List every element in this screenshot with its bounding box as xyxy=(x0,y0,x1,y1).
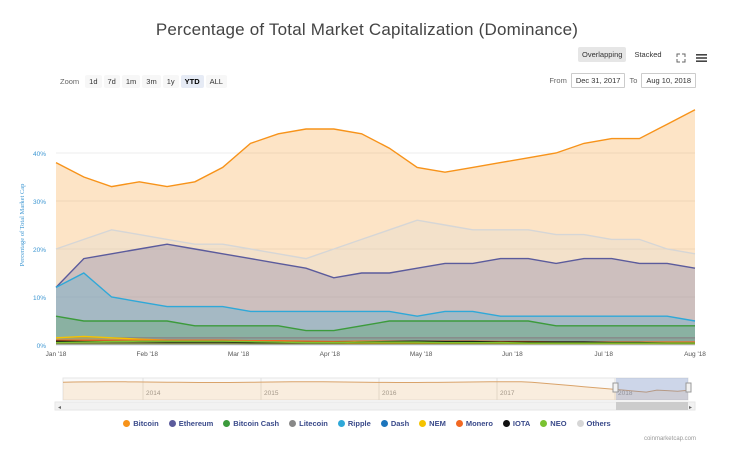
y-tick-label: 20% xyxy=(33,247,46,254)
legend-label: Monero xyxy=(465,419,493,428)
legend-item-litecoin[interactable]: Litecoin xyxy=(289,419,328,428)
legend-label: IOTA xyxy=(512,419,531,428)
x-tick-label: Jul '18 xyxy=(594,351,613,358)
credit-text: coinmarketcap.com xyxy=(643,436,696,442)
legend-label: Dash xyxy=(390,419,410,428)
chart-legend: Bitcoin Ethereum Bitcoin Cash Litecoin Rippl… xyxy=(0,419,734,428)
x-tick-label: Apr '18 xyxy=(320,351,341,358)
area-bitcoin xyxy=(56,109,695,345)
legend-item-monero[interactable]: Monero xyxy=(455,419,493,428)
navigator-handle-right xyxy=(685,382,692,393)
legend-label: Litecoin xyxy=(299,419,328,428)
to-date-input[interactable]: Aug 10, 2018 xyxy=(641,73,696,88)
navigator-handle-left xyxy=(612,382,619,393)
legend-marker xyxy=(380,420,388,427)
legend-item-nem[interactable]: NEM xyxy=(419,419,446,428)
to-label: To xyxy=(629,76,638,85)
zoom-ytd-button[interactable]: YTD xyxy=(180,75,204,88)
legend-marker xyxy=(419,420,427,427)
y-tick-label: 0% xyxy=(37,343,47,350)
legend-item-bitcoin[interactable]: Bitcoin xyxy=(123,419,159,428)
legend-marker xyxy=(502,420,510,427)
chart-title: Percentage of Total Market Capitalizatio… xyxy=(155,20,579,39)
zoom-controls: Zoom 1d 7d 1m 3m 1y YTD ALL xyxy=(60,75,227,88)
x-tick-label: Mar '18 xyxy=(228,351,250,358)
area-neo xyxy=(56,341,695,345)
y-axis-title: Percentage of Total Market Cap xyxy=(19,184,26,267)
area-ripple xyxy=(56,273,695,345)
zoom-label: Zoom xyxy=(60,77,80,86)
line-neo xyxy=(55,340,695,344)
legend-label: NEO xyxy=(550,419,567,428)
legend-item-bitcoin-cash[interactable]: Bitcoin Cash xyxy=(223,419,279,428)
legend-item-ripple[interactable]: Ripple xyxy=(337,419,371,428)
navigator-scrollbar-thumb xyxy=(616,402,688,410)
legend-item-others[interactable]: Others xyxy=(576,419,611,428)
y-tick-label: 30% xyxy=(33,199,46,206)
navigator-year-label: 2017 xyxy=(500,390,515,397)
overlapping-button[interactable]: Overlapping xyxy=(578,47,627,62)
line-bitcoin-cash xyxy=(55,315,695,332)
legend-marker xyxy=(123,420,131,427)
legend-marker xyxy=(576,420,584,427)
area-nem xyxy=(56,336,695,345)
y-tick-label: 40% xyxy=(33,151,46,158)
zoom-1d-button[interactable]: 1d xyxy=(85,75,102,88)
legend-label: NEM xyxy=(429,419,446,428)
x-tick-label: Jan '18 xyxy=(46,351,67,358)
x-tick-label: Jun '18 xyxy=(502,351,523,358)
area-others xyxy=(56,220,695,345)
legend-label: Others xyxy=(586,419,611,428)
navigator-scrollbar xyxy=(54,401,696,411)
legend-marker xyxy=(289,420,297,427)
stacked-button[interactable]: Stacked xyxy=(634,50,662,59)
line-bitcoin xyxy=(55,109,696,188)
zoom-1m-button[interactable]: 1m xyxy=(121,75,141,88)
from-date-input[interactable]: Dec 31, 2017 xyxy=(570,73,626,88)
line-others xyxy=(55,219,696,260)
line-ripple xyxy=(55,272,696,322)
legend-marker xyxy=(337,420,345,427)
x-tick-label: May '18 xyxy=(410,351,433,358)
date-range: From Dec 31, 2017 To Aug 10, 2018 xyxy=(549,73,696,88)
legend-item-iota[interactable]: IOTA xyxy=(502,419,531,428)
legend-label: Bitcoin xyxy=(133,419,159,428)
zoom-all-button[interactable]: ALL xyxy=(205,75,227,88)
legend-marker xyxy=(540,420,548,427)
navigator-year-label: 2016 xyxy=(382,390,397,397)
legend-item-ethereum[interactable]: Ethereum xyxy=(168,419,214,428)
menu-icon[interactable] xyxy=(695,50,707,62)
line-ethereum xyxy=(55,243,696,288)
scroll-left-arrow: ◂ xyxy=(58,405,61,411)
navigator-line xyxy=(62,381,689,393)
area-ethereum xyxy=(56,244,695,345)
legend-label: Bitcoin Cash xyxy=(233,419,280,428)
zoom-7d-button[interactable]: 7d xyxy=(103,75,120,88)
legend-marker xyxy=(223,420,231,427)
x-tick-label: Aug '18 xyxy=(684,351,706,358)
mode-toggle: Overlapping Stacked xyxy=(578,47,707,62)
legend-item-dash[interactable]: Dash xyxy=(380,419,410,428)
y-tick-label: 10% xyxy=(33,295,46,302)
legend-marker xyxy=(168,420,176,427)
fullscreen-icon[interactable] xyxy=(676,50,686,62)
navigator-year-label: 2018 xyxy=(618,390,633,397)
zoom-3m-button[interactable]: 3m xyxy=(142,75,161,88)
legend-item-neo[interactable]: NEO xyxy=(540,419,567,428)
x-tick-label: Feb '18 xyxy=(137,351,159,358)
navigator-year-label: 2014 xyxy=(146,390,161,397)
scroll-right-arrow: ▸ xyxy=(689,405,692,411)
legend-label: Ethereum xyxy=(178,419,214,428)
from-label: From xyxy=(549,76,567,85)
navigator-year-label: 2015 xyxy=(264,390,279,397)
legend-label: Ripple xyxy=(347,419,371,428)
navigator-area xyxy=(63,381,688,400)
navigator-selection xyxy=(616,378,688,400)
zoom-1y-button[interactable]: 1y xyxy=(162,75,179,88)
legend-marker xyxy=(455,420,463,427)
